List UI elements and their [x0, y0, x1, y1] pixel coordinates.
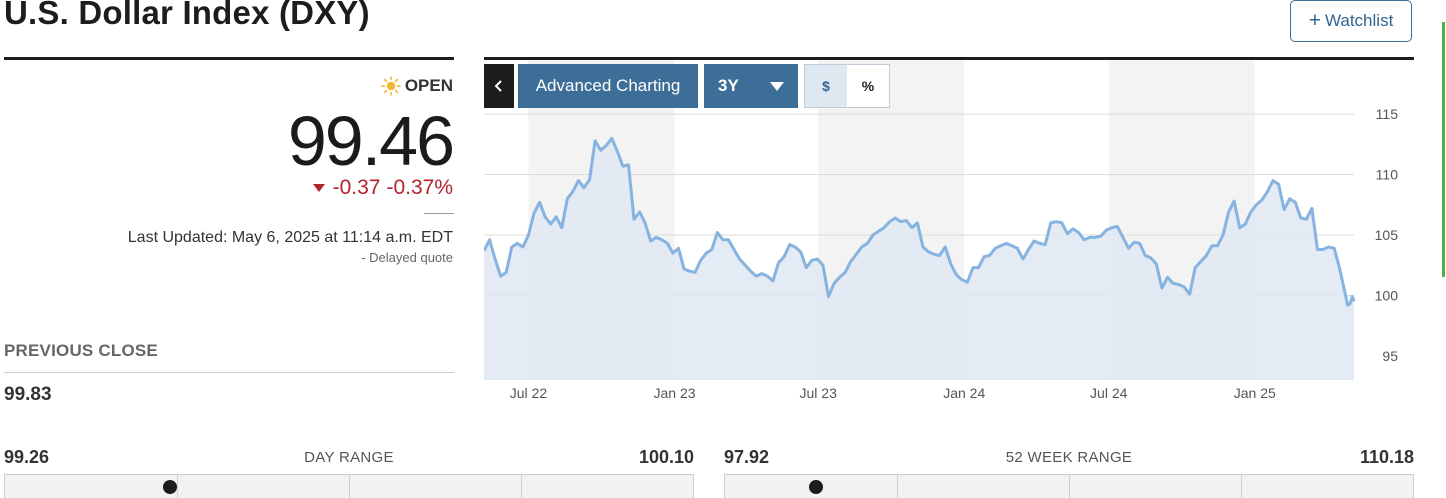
x-tick-label: Jan 24	[943, 385, 985, 401]
day-range: 99.26 DAY RANGE 100.10	[4, 447, 694, 498]
plus-icon: +	[1308, 8, 1321, 32]
market-status: OPEN	[381, 76, 453, 96]
delayed-quote-note: - Delayed quote	[361, 250, 453, 265]
divider	[424, 213, 454, 214]
change-points: -0.37	[332, 176, 381, 199]
period-value: 3Y	[718, 76, 739, 95]
day-range-marker	[162, 480, 177, 494]
series-line	[484, 136, 1356, 307]
unit-percent-button[interactable]: %	[847, 65, 889, 107]
y-tick-label: 95	[1382, 348, 1398, 364]
52-week-high: 110.18	[1359, 447, 1414, 467]
change-percent: -0.37%	[386, 176, 453, 199]
last-updated: Last Updated: May 6, 2025 at 11:14 a.m. …	[127, 229, 453, 246]
add-to-watchlist-button[interactable]: + Watchlist	[1290, 0, 1412, 42]
unit-dollar-button[interactable]: $	[805, 65, 847, 107]
day-range-high: 100.10	[638, 447, 694, 467]
y-tick-label: 105	[1375, 227, 1399, 243]
down-arrow-icon	[312, 184, 325, 192]
y-tick-label: 115	[1376, 106, 1399, 122]
x-tick-label: Jul 24	[1090, 385, 1128, 401]
page-title: U.S. Dollar Index (DXY)	[4, 0, 370, 31]
day-range-label: DAY RANGE	[304, 449, 394, 466]
period-select[interactable]: 3Y	[704, 64, 798, 108]
previous-close-label: PREVIOUS CLOSE	[4, 341, 158, 360]
day-range-low: 99.26	[4, 447, 50, 467]
scroll-indicator	[1442, 22, 1445, 277]
previous-close-value: 99.83	[4, 384, 52, 405]
collapse-chart-button[interactable]	[484, 64, 514, 108]
unit-toggle: $ %	[804, 64, 890, 108]
market-status-label: OPEN	[404, 76, 453, 95]
x-tick-label: Jul 22	[510, 385, 548, 401]
caret-down-icon	[770, 81, 784, 91]
price-chart[interactable]: 95 100 105 110 115 Jul 22 Jan 23 Jul 23 Jan 24 Ju…	[484, 60, 1414, 410]
series-area	[484, 138, 1354, 380]
x-tick-label: Jul 23	[800, 385, 838, 401]
chart-header-rule	[484, 57, 1414, 60]
price-change: -0.37 -0.37%	[312, 176, 453, 200]
y-tick-label: 100	[1375, 287, 1399, 303]
sun-icon	[381, 76, 401, 96]
x-tick-label: Jan 25	[1234, 385, 1276, 401]
52-week-range: 97.92 52 WEEK RANGE 110.18	[724, 447, 1414, 498]
52-week-range-label: 52 WEEK RANGE	[1005, 449, 1133, 466]
left-header-rule	[4, 57, 454, 60]
52-week-low: 97.92	[724, 447, 770, 467]
y-tick-label: 110	[1376, 167, 1399, 183]
chart-toolbar: Advanced Charting 3Y $ %	[484, 64, 890, 108]
chevron-left-icon	[494, 80, 502, 92]
last-price: 99.46	[287, 102, 455, 180]
watchlist-label: Watchlist	[1324, 11, 1394, 30]
x-tick-label: Jan 23	[653, 385, 695, 401]
previous-close-divider	[4, 372, 454, 373]
52-week-range-track	[724, 474, 1414, 498]
day-range-track	[4, 474, 694, 498]
52-week-range-marker	[809, 480, 824, 494]
advanced-charting-button[interactable]: Advanced Charting	[518, 64, 698, 108]
